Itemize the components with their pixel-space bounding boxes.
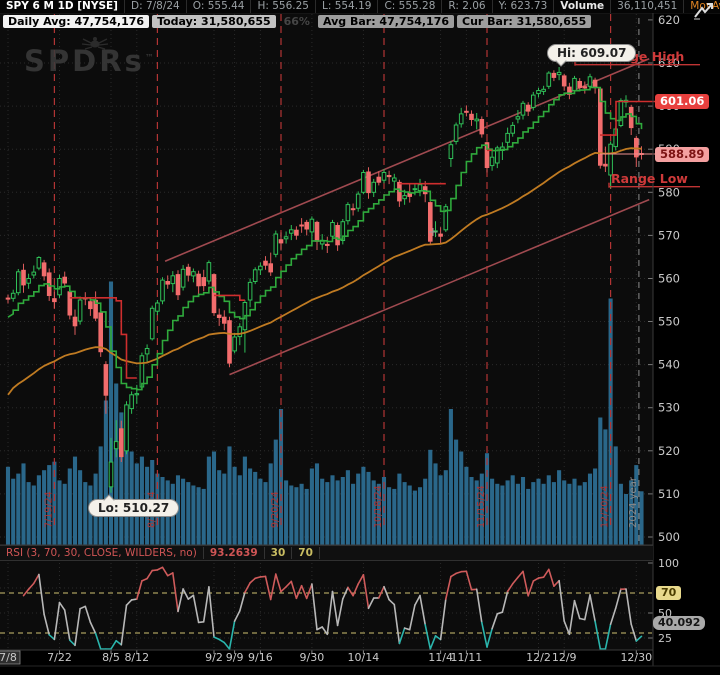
rsi-value-badge: 40.092 xyxy=(653,616,706,630)
rsi-indicator-header: RSI (3, 70, 30, CLOSE, WILDERS, no) 93.2… xyxy=(0,545,653,561)
rsi-axis-label: 25 xyxy=(658,632,672,645)
x-axis-label: 8/12 xyxy=(124,651,149,664)
x-axis-label: 11/11 xyxy=(451,651,483,664)
rsi-high-box[interactable]: 70 xyxy=(292,547,320,559)
rsi-value: 93.2639 xyxy=(204,547,265,559)
symbol-title[interactable]: SPY 6 M 1D [NYSE] xyxy=(0,0,125,13)
price-axis-label: 570 xyxy=(658,228,680,242)
x-axis-label: 10/14 xyxy=(348,651,380,664)
spider-logo-icon xyxy=(81,37,109,50)
price-axis-label: 620 xyxy=(658,13,680,27)
ema-fast-line xyxy=(7,86,643,391)
field-low: L: 554.19 xyxy=(316,0,379,13)
field-close: C: 555.28 xyxy=(378,0,443,13)
range-low-label[interactable]: Range Low xyxy=(611,171,688,186)
cur-bar-badge: Cur Bar: 31,580,655 xyxy=(457,15,592,28)
price-axis-label: 520 xyxy=(658,444,680,458)
candlesticks xyxy=(5,67,644,493)
alert-price-badge[interactable]: 601.06 xyxy=(655,94,710,109)
x-axis-label: 12/30 xyxy=(620,651,652,664)
stop-line-current xyxy=(600,100,656,136)
rsi-panel-bg xyxy=(0,559,653,650)
ema-slow-line xyxy=(7,147,642,396)
today-volume-badge: Today: 31,580,655 xyxy=(152,15,276,28)
field-range: R: 2.06 xyxy=(442,0,493,13)
event-date-label: 9/20/24 xyxy=(270,491,281,528)
event-lines: 7/19/248/16/249/20/2410/18/2411/15/2412/… xyxy=(43,14,640,545)
rsi-low-box[interactable]: 30 xyxy=(265,547,293,559)
volume-stats-bar: Daily Avg: 47,754,176 Today: 31,580,655 … xyxy=(3,15,592,28)
avg-bar-badge: Avg Bar: 47,754,176 xyxy=(317,15,455,28)
field-open: O: 555.44 xyxy=(187,0,252,13)
trailing-stop-line xyxy=(69,100,656,379)
price-axis-label: 540 xyxy=(658,358,680,372)
x-axis-label: 9/2 xyxy=(205,651,223,664)
event-date-label: 7/19/24 xyxy=(43,491,54,528)
rsi-70-badge: 70 xyxy=(656,586,682,600)
year-divider-label: 2024 year xyxy=(628,476,639,528)
spdrs-watermark: SPDRs™ xyxy=(24,37,154,78)
volume-indicator-label[interactable]: Volume xyxy=(554,0,612,13)
x-axis-label: 12/2 xyxy=(526,651,551,664)
x-axis-label: 11/4 xyxy=(428,651,453,664)
price-axis-label: 610 xyxy=(658,56,680,70)
volume-percent-badge: 66% xyxy=(283,15,310,28)
low-price-tooltip: Lo: 510.27 xyxy=(88,494,180,517)
rsi-axis-label: 100 xyxy=(658,557,679,570)
x-axis-label: 12/9 xyxy=(552,651,577,664)
trend-channel-line xyxy=(229,198,650,376)
event-date-label: 11/15/24 xyxy=(476,485,487,528)
price-axis-label: 580 xyxy=(658,185,680,199)
x-axis-labels: 7/8 7/22 8/5 8/12 9/2 9/9 9/16 9/30 10/14 11/411/… xyxy=(0,650,652,665)
high-price-tooltip: Hi: 609.07 xyxy=(547,44,637,67)
last-price-badge: 588.89 xyxy=(655,147,710,162)
price-axis-label: 530 xyxy=(658,401,680,415)
x-axis-label: 9/9 xyxy=(226,651,244,664)
price-axis-label: 560 xyxy=(658,272,680,286)
price-axis-label: 510 xyxy=(658,487,680,501)
chart-header-bar: SPY 6 M 1D [NYSE] D: 7/8/24 O: 555.44 H:… xyxy=(0,0,720,13)
x-axis-label: 8/5 xyxy=(102,651,120,664)
field-high: H: 556.25 xyxy=(251,0,316,13)
trendline-tool-icon[interactable] xyxy=(692,1,716,21)
daily-avg-badge: Daily Avg: 47,754,176 xyxy=(3,15,150,28)
rsi-label[interactable]: RSI (3, 70, 30, CLOSE, WILDERS, no) xyxy=(0,547,204,559)
x-axis-label: 9/16 xyxy=(248,651,273,664)
volume-value: 36,110,451 xyxy=(611,0,685,13)
price-panel-bg xyxy=(0,13,653,545)
event-date-label: 10/18/24 xyxy=(373,485,384,528)
price-axis-label: 500 xyxy=(658,530,680,544)
x-axis-label: 9/30 xyxy=(300,651,325,664)
x-axis-label: 7/22 xyxy=(47,651,72,664)
note-marker-icon xyxy=(429,228,437,236)
x-axis-label[interactable]: 7/8 xyxy=(0,651,17,664)
range-lines xyxy=(574,60,700,188)
vertical-gridlines xyxy=(7,14,637,650)
event-date-label: 12/20/24 xyxy=(600,485,611,528)
field-yearly: Y: 623.73 xyxy=(493,0,555,13)
price-axis-label: 550 xyxy=(658,315,680,329)
volume-bars xyxy=(5,281,644,545)
rsi-line xyxy=(22,566,643,650)
field-date: D: 7/8/24 xyxy=(125,0,187,13)
